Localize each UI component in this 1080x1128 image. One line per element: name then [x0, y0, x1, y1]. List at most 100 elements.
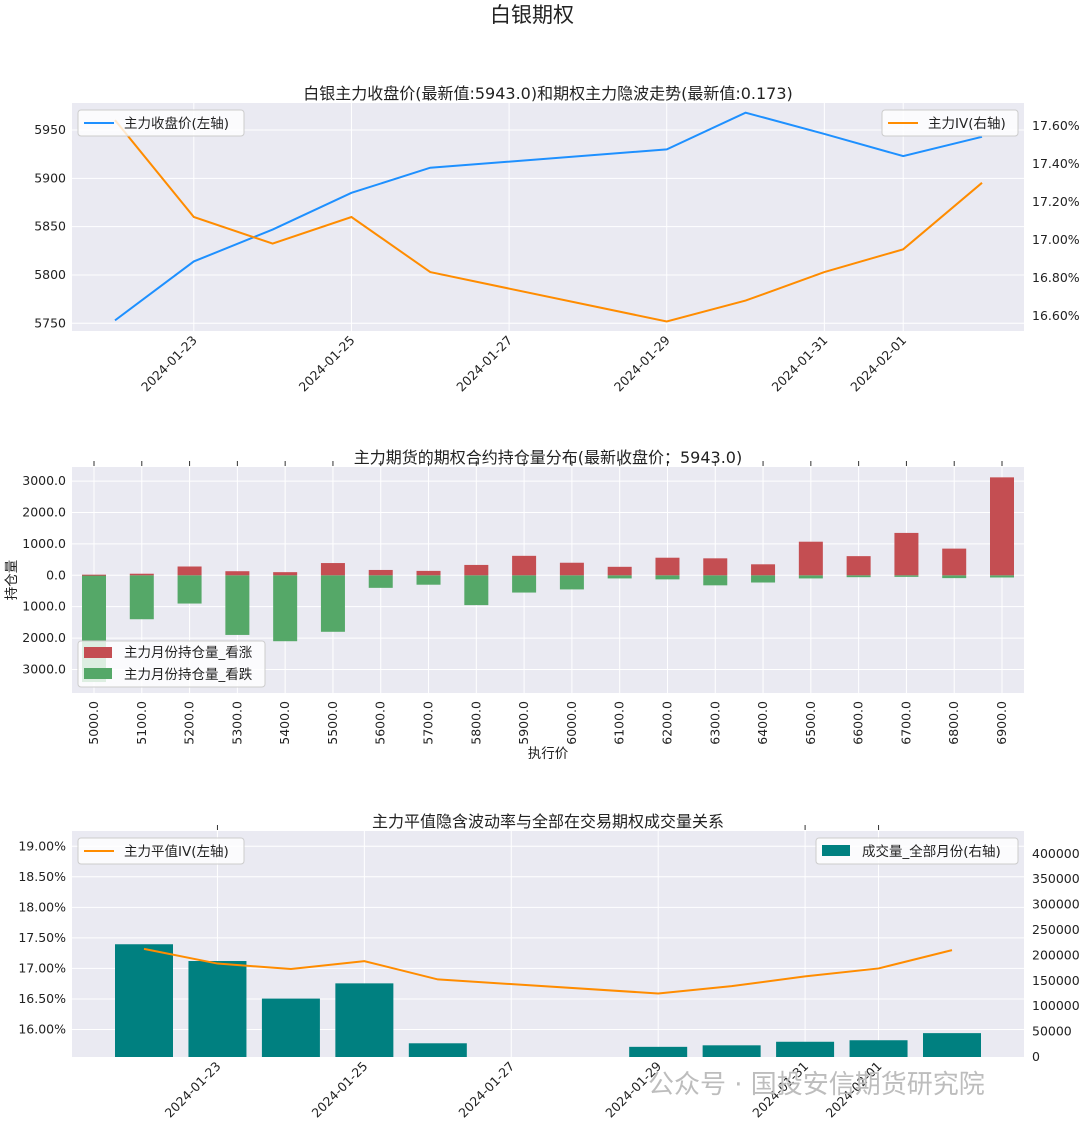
legend-label-iv: 主力IV(右轴) — [928, 116, 1006, 132]
call-oi-bar — [129, 573, 154, 576]
call-oi-bar — [703, 558, 728, 576]
put-oi-bar — [607, 575, 632, 579]
volume-bar — [776, 1041, 835, 1057]
put-oi-bar — [990, 575, 1014, 578]
put-oi-bar — [512, 575, 537, 593]
call-oi-bar — [655, 557, 680, 576]
y-tick-label-right: 16.60% — [1032, 308, 1080, 323]
x-tick-label: 2024-01-25 — [309, 1059, 371, 1121]
legend-box-right — [881, 109, 1019, 137]
put-oi-bar — [942, 575, 967, 579]
call-oi-bar — [82, 574, 106, 576]
y-tick-label-right: 0 — [1032, 1049, 1040, 1064]
y-tick-label: 3000.0 — [22, 473, 66, 488]
iv-line — [114, 119, 983, 323]
x-tick-label: 6100.0 — [612, 701, 627, 745]
x-tick-label: 5700.0 — [421, 701, 436, 745]
chart-title: 主力平值隐含波动率与全部在交易期权成交量关系 — [372, 812, 724, 831]
x-tick-label: 6000.0 — [564, 701, 579, 745]
y-tick-label-right: 350000 — [1032, 871, 1080, 886]
volume-bar — [408, 1043, 467, 1057]
call-oi-bar — [846, 556, 871, 576]
call-oi-bar — [177, 566, 202, 576]
y-tick-label-left: 19.00% — [18, 838, 66, 853]
put-oi-bar — [416, 575, 441, 585]
y-tick-label: 0.0 — [46, 567, 66, 582]
x-tick-label: 5400.0 — [277, 701, 292, 745]
y-tick-label: 2000.0 — [22, 505, 66, 520]
call-oi-bar — [942, 548, 967, 576]
x-axis-label: 执行价 — [528, 746, 569, 762]
put-oi-bar — [655, 575, 680, 580]
x-tick-label: 2024-01-23 — [138, 333, 200, 395]
y-tick-label-left: 16.50% — [18, 991, 66, 1006]
legend-box-left — [77, 837, 245, 865]
x-tick-label: 5800.0 — [468, 701, 483, 745]
y-tick-label: 3000.0 — [22, 661, 66, 676]
x-tick-label: 5900.0 — [516, 701, 531, 745]
put-oi-bar — [273, 575, 298, 642]
plot-area — [72, 103, 1024, 331]
price-iv-chart: 2024-01-23 2024-01-25 2024-01-27 2024-01-29… — [34, 84, 1080, 394]
put-oi-bar — [798, 575, 823, 579]
volume-bar — [115, 944, 173, 1057]
x-tick-label: 2024-01-25 — [296, 333, 358, 395]
close-price-line — [114, 111, 983, 322]
x-tick-label: 5100.0 — [134, 701, 149, 745]
legend-box-right — [815, 837, 1019, 865]
legend-label-put: 主力月份持仓量_看跌 — [124, 667, 253, 683]
call-oi-bar — [990, 477, 1014, 576]
volume-bar — [702, 1045, 761, 1057]
volume-bar — [335, 983, 394, 1057]
y-tick-label: 1000.0 — [22, 599, 66, 614]
legend-swatch-call — [84, 647, 112, 658]
legend-label-price: 主力收盘价(左轴) — [124, 115, 229, 132]
volume-bar — [923, 1033, 981, 1057]
put-oi-bar — [368, 575, 393, 588]
y-tick-label-left: 5850 — [34, 219, 66, 234]
volume-bar — [849, 1040, 908, 1057]
x-tick-label: 5000.0 — [86, 701, 101, 745]
y-tick-label-right: 150000 — [1032, 973, 1080, 988]
y-tick-label-right: 400000 — [1032, 846, 1080, 861]
put-oi-bar — [129, 575, 154, 620]
call-oi-bar — [894, 532, 919, 576]
y-tick-label-right: 17.60% — [1032, 118, 1080, 133]
y-tick-label-left: 16.00% — [18, 1022, 66, 1037]
volume-bar — [261, 998, 320, 1057]
y-tick-label-left: 18.50% — [18, 869, 66, 884]
legend-box-left — [77, 109, 245, 137]
x-tick-label: 6400.0 — [755, 701, 770, 745]
x-tick-label: 2024-01-23 — [162, 1059, 224, 1121]
x-tick-label: 6800.0 — [946, 701, 961, 745]
x-tick-label: 5600.0 — [373, 701, 388, 745]
x-tick-label: 2024-01-29 — [611, 332, 673, 394]
call-oi-bar — [464, 564, 489, 576]
y-tick-label-right: 17.40% — [1032, 156, 1080, 171]
y-tick-label-right: 100000 — [1032, 998, 1080, 1013]
y-tick-label-left: 5950 — [34, 122, 66, 137]
legend-box — [77, 640, 266, 688]
x-tick-label: 6500.0 — [803, 701, 818, 745]
y-tick-label-right: 50000 — [1032, 1024, 1072, 1039]
chart-title: 主力期货的期权合约持仓量分布(最新收盘价：5943.0) — [354, 448, 742, 467]
y-tick-label: 2000.0 — [22, 630, 66, 645]
y-tick-label-left: 18.00% — [18, 899, 66, 914]
x-tick-label: 6200.0 — [659, 701, 674, 745]
x-tick-label: 6600.0 — [851, 701, 866, 745]
y-tick-label-right: 17.00% — [1032, 232, 1080, 247]
put-oi-bar — [225, 575, 250, 635]
atm-iv-volume-chart: 2024-01-23 2024-01-25 2024-01-27 2024-01-29… — [18, 812, 1079, 1120]
call-oi-bar — [512, 555, 537, 576]
x-tick-label: 6700.0 — [898, 701, 913, 745]
y-tick-label-left: 5800 — [34, 267, 66, 282]
y-tick-label-right: 17.20% — [1032, 194, 1080, 209]
watermark-text: 公众号 · 国投安信期货研究院 — [648, 1070, 985, 1100]
x-tick-label: 6300.0 — [707, 701, 722, 745]
put-oi-bar — [751, 575, 776, 583]
put-oi-bar — [320, 575, 345, 632]
call-oi-bar — [416, 570, 441, 576]
x-tick-label: 6900.0 — [994, 701, 1009, 745]
call-oi-bar — [607, 566, 632, 576]
x-tick-label: 5500.0 — [325, 701, 340, 745]
